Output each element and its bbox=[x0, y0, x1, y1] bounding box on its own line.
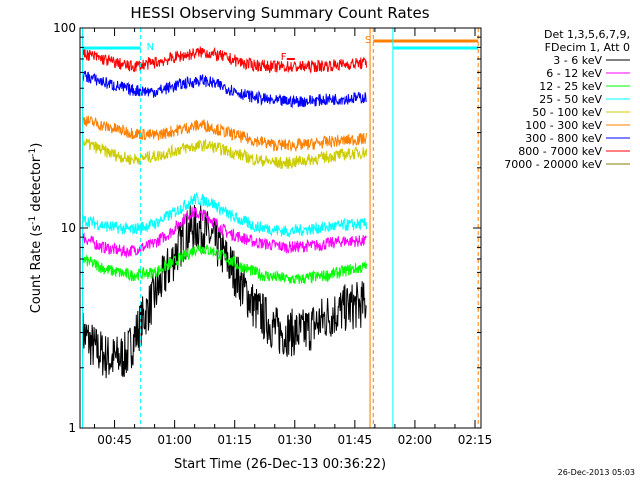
flag-label-f: F bbox=[281, 52, 287, 63]
x-tick-label: 02:00 bbox=[398, 433, 433, 447]
series-line-25-50-keV bbox=[82, 191, 367, 238]
y-tick-label: 1 bbox=[68, 421, 76, 435]
legend-label: 7000 - 20000 keV bbox=[504, 158, 602, 171]
y-axis-label-sup1: -1 bbox=[28, 216, 38, 225]
legend-label: 300 - 800 keV bbox=[525, 132, 602, 145]
y-axis-label-end: ) bbox=[29, 143, 44, 148]
y-tick-label: 10 bbox=[61, 221, 76, 235]
plot-area: N F S bbox=[82, 28, 479, 428]
flag-label-n: N bbox=[147, 42, 154, 53]
flag-label-s: S bbox=[365, 35, 371, 46]
series-line-100-300-keV bbox=[82, 115, 367, 153]
series-line-50-100-keV bbox=[82, 138, 367, 170]
x-tick-label: 01:15 bbox=[217, 433, 252, 447]
legend-label: 800 - 7000 keV bbox=[518, 145, 602, 158]
y-axis-label-main: Count Rate (s bbox=[29, 225, 44, 314]
y-tick-label: 100 bbox=[53, 21, 76, 35]
y-axis-label-sup2: -1 bbox=[28, 148, 38, 157]
x-axis-label: Start Time (26-Dec-13 00:36:22) bbox=[174, 457, 386, 472]
series-line-3-6-keV bbox=[82, 203, 367, 379]
x-tick-label: 00:45 bbox=[97, 433, 132, 447]
x-tick-label: 01:00 bbox=[157, 433, 192, 447]
x-tick-label: 01:45 bbox=[338, 433, 373, 447]
legend-label: 100 - 300 keV bbox=[525, 119, 602, 132]
legend-label: 25 - 50 keV bbox=[539, 93, 602, 106]
series-line-800-7000-keV bbox=[82, 46, 367, 74]
axis-ticks: 00:45 01:00 01:15 01:30 01:45 02:00 02:15 1 10 10… bbox=[53, 21, 492, 447]
y-axis-label-mid: detector bbox=[29, 156, 44, 216]
x-tick-label: 02:15 bbox=[458, 433, 493, 447]
legend: Det 1,3,5,6,7,9,FDecim 1, Att 03 - 6 keV… bbox=[504, 28, 630, 171]
legend-header: Det 1,3,5,6,7,9, bbox=[544, 28, 630, 41]
chart-title: HESSI Observing Summary Count Rates bbox=[130, 4, 429, 22]
x-tick-label: 01:30 bbox=[277, 433, 312, 447]
legend-header: FDecim 1, Att 0 bbox=[545, 41, 630, 54]
legend-label: 12 - 25 keV bbox=[539, 80, 602, 93]
legend-label: 3 - 6 keV bbox=[553, 54, 602, 67]
y-axis-label: Count Rate (s-1 detector-1) bbox=[28, 143, 44, 314]
series-line-6-12-keV bbox=[82, 206, 367, 258]
series-line-300-800-keV bbox=[82, 70, 367, 109]
series-line-12-25-keV bbox=[82, 244, 367, 285]
legend-label: 6 - 12 keV bbox=[546, 67, 602, 80]
timestamp: 26-Dec-2013 05:03 bbox=[558, 468, 635, 477]
legend-label: 50 - 100 keV bbox=[532, 106, 602, 119]
